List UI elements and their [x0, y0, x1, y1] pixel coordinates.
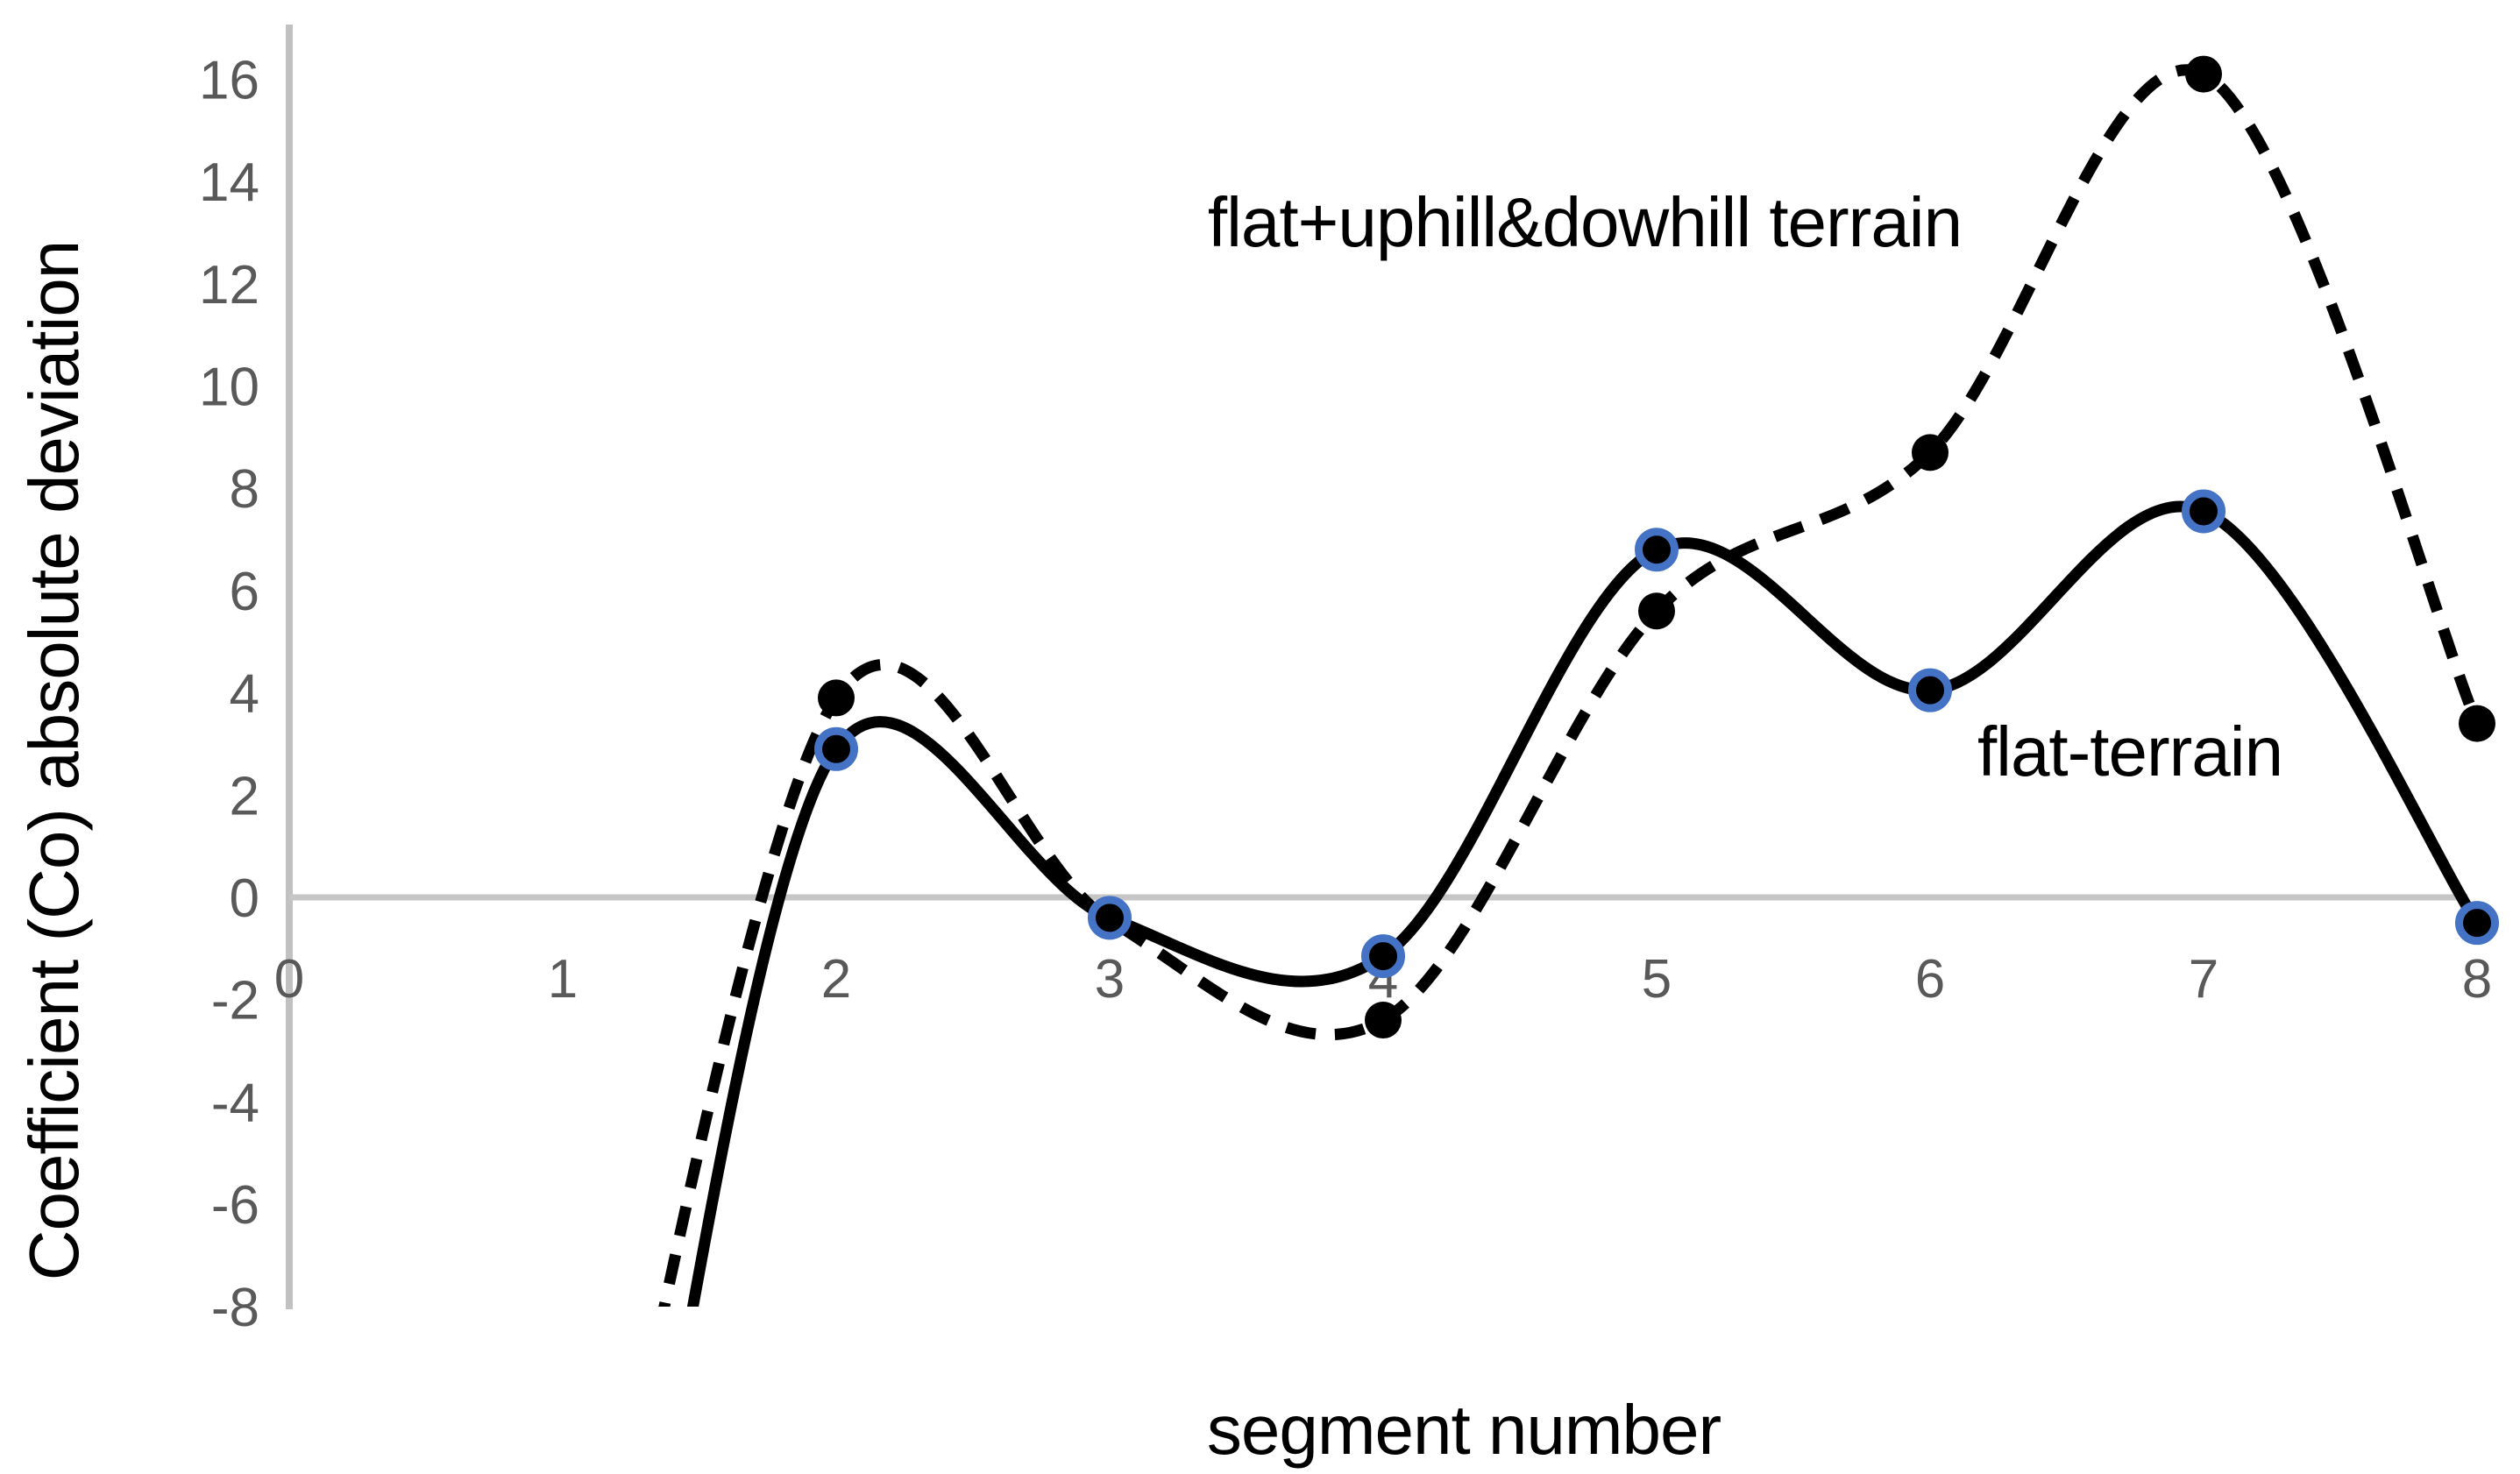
- series-label-flat-terrain: flat-terrain: [1977, 712, 2283, 790]
- x-tick-label-6: 6: [1915, 949, 1945, 1010]
- y-tick-label-2: 2: [230, 766, 259, 826]
- marker-dashed-x7: [2185, 55, 2222, 93]
- x-tick-label-2: 2: [821, 949, 851, 1010]
- marker-solid-x4: [1361, 934, 1405, 979]
- marker-solid-x3: [1088, 896, 1132, 940]
- x-axis-title: segment number: [1206, 1391, 1721, 1469]
- marker-dashed-x6: [1912, 434, 1949, 471]
- y-tick-label-6: 6: [230, 562, 259, 622]
- marker-dashed-x4: [1365, 1002, 1402, 1039]
- marker-dashed-x5: [1638, 592, 1675, 630]
- marker-solid-x6: [1908, 668, 1952, 712]
- marker-solid-x7: [2182, 489, 2225, 534]
- y-tick-label-8: 8: [230, 459, 259, 520]
- marker-solid-x5: [1635, 528, 1679, 572]
- marker-dashed-x8: [2459, 705, 2495, 742]
- y-tick-label-0: 0: [230, 868, 259, 929]
- y-tick-label--2: -2: [211, 971, 259, 1031]
- y-tick-label-16: 16: [199, 50, 259, 110]
- y-tick-label--8: -8: [211, 1278, 259, 1338]
- marker-dashed-x2: [818, 679, 855, 717]
- x-tick-label-5: 5: [1642, 949, 1672, 1010]
- y-tick-label--6: -6: [211, 1175, 259, 1236]
- x-tick-label-3: 3: [1095, 949, 1125, 1010]
- y-tick-label-10: 10: [199, 358, 259, 418]
- marker-solid-x8: [2455, 901, 2499, 946]
- marker-solid-x2: [814, 726, 858, 771]
- x-tick-label-7: 7: [2189, 949, 2218, 1010]
- x-tick-label-8: 8: [2462, 949, 2492, 1010]
- series-curve-flat-terrain: [686, 500, 2482, 1307]
- y-tick-label-4: 4: [230, 664, 259, 725]
- y-tick-label-12: 12: [199, 255, 259, 315]
- y-axis-title: Coefficient (Co) absolute deviation: [15, 240, 93, 1281]
- y-tick-label--4: -4: [211, 1073, 259, 1133]
- x-tick-label-0: 0: [274, 949, 304, 1010]
- series-label-flat-uphill-downhill-terrain: flat+uphill&dowhill terrain: [1207, 183, 1963, 261]
- x-tick-label-1: 1: [548, 949, 578, 1010]
- y-tick-label-14: 14: [199, 152, 259, 213]
